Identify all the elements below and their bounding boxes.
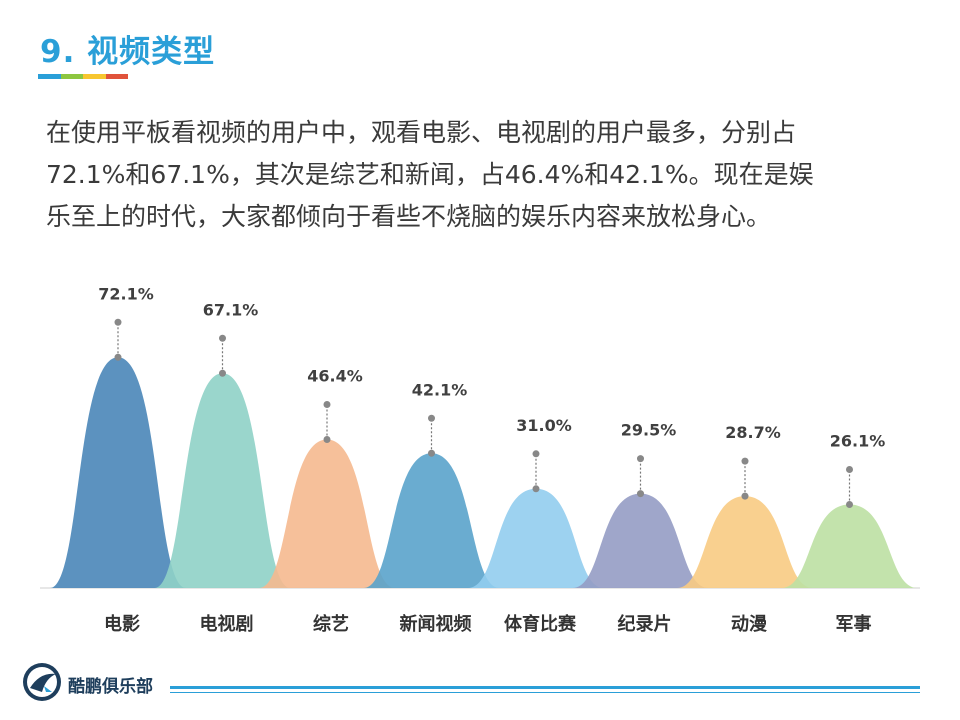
category-label: 电视剧 xyxy=(200,613,254,635)
category-label: 新闻视频 xyxy=(400,613,472,635)
page-title: 9. 视频类型 xyxy=(40,34,216,70)
value-label: 28.7% xyxy=(725,423,781,442)
value-dot xyxy=(637,490,644,498)
description-line: 乐至上的时代，大家都倾向于看些不烧脑的娱乐内容来放松身心。 xyxy=(46,202,772,231)
value-dot xyxy=(428,449,435,457)
video-type-chart: 72.1% 电影 67.1% 电视剧 46.4% 综艺 42.1% 新闻视频 31.0% 体育比赛… xyxy=(40,284,920,635)
value-label: 42.1% xyxy=(412,380,468,399)
value-label: 29.5% xyxy=(621,421,677,440)
chart-bar xyxy=(572,493,709,588)
value-label: 67.1% xyxy=(203,300,259,319)
description-line: 在使用平板看视频的用户中，观看电影、电视剧的用户最多，分别占 xyxy=(46,118,797,147)
leader-dot xyxy=(219,334,226,342)
value-label: 26.1% xyxy=(830,431,886,450)
chart-bar xyxy=(781,504,918,588)
value-label: 31.0% xyxy=(516,416,572,435)
value-label: 46.4% xyxy=(307,367,363,386)
leader-dot xyxy=(637,455,644,463)
leader-dot xyxy=(428,414,435,422)
penguin-logo-icon xyxy=(23,663,61,701)
leader-dot xyxy=(741,457,749,465)
category-label: 综艺 xyxy=(313,613,349,635)
value-label: 72.1% xyxy=(98,284,154,303)
value-dot xyxy=(741,492,749,500)
value-dot xyxy=(219,369,226,377)
leader-dot xyxy=(532,450,540,458)
category-label: 电影 xyxy=(104,613,140,635)
value-dot xyxy=(114,353,122,361)
footer-divider-thin xyxy=(170,692,920,693)
chart-bar xyxy=(259,439,395,588)
leader-dot xyxy=(846,465,853,473)
description-line: 72.1%和67.1%，其次是综艺和新闻，占46.4%和42.1%。现在是娱 xyxy=(46,160,814,189)
leader-dot xyxy=(114,318,122,326)
category-label: 军事 xyxy=(836,613,872,635)
chart-bar xyxy=(468,488,604,588)
leader-dot xyxy=(323,401,331,409)
accent-segment xyxy=(38,74,61,79)
accent-segment xyxy=(105,74,128,79)
category-label: 动漫 xyxy=(731,614,768,635)
value-dot xyxy=(532,485,540,493)
chart-bar xyxy=(50,357,186,588)
footer-divider xyxy=(170,686,920,689)
accent-segment xyxy=(60,74,83,79)
footer-brand: 酷鹏俱乐部 xyxy=(68,677,153,697)
chart-bar xyxy=(677,496,813,588)
value-dot xyxy=(323,436,331,444)
chart-bar xyxy=(154,373,291,588)
category-label: 纪录片 xyxy=(618,613,672,635)
title-accent-bar xyxy=(38,74,128,79)
description: 在使用平板看视频的用户中，观看电影、电视剧的用户最多，分别占 72.1%和67.… xyxy=(46,112,926,238)
chart-bar xyxy=(363,453,500,588)
value-dot xyxy=(846,500,853,508)
category-label: 体育比赛 xyxy=(504,613,577,635)
accent-segment xyxy=(83,74,106,79)
